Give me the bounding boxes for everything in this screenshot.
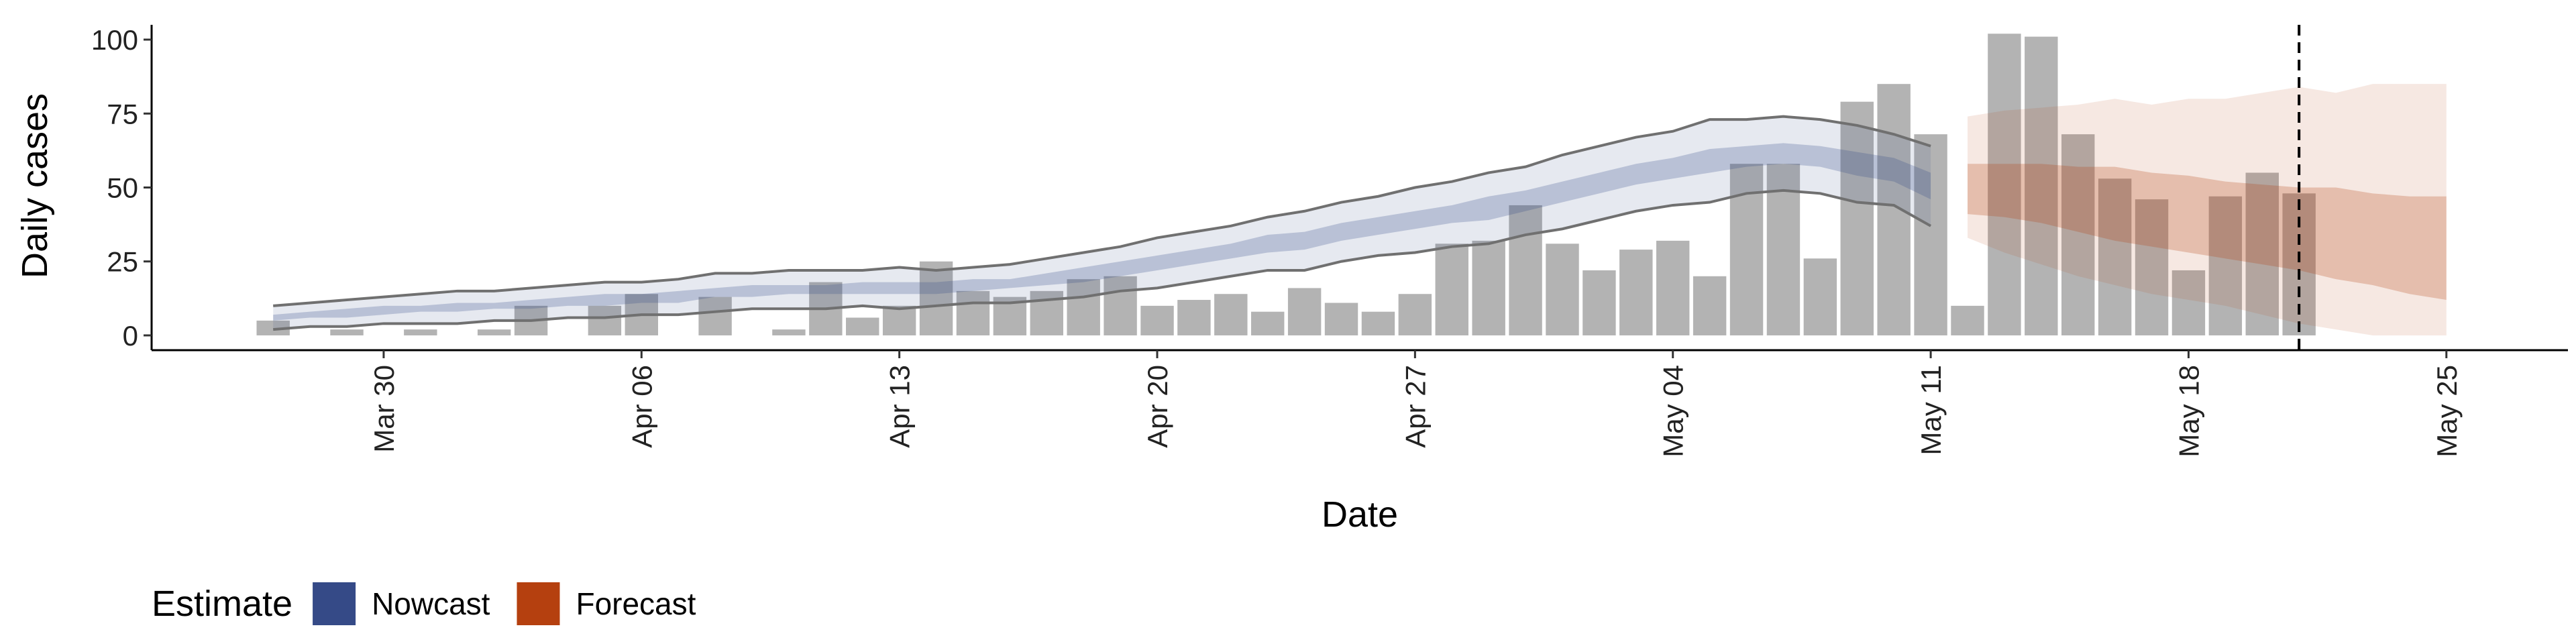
bar	[2025, 36, 2058, 335]
x-tick-label: Apr 20	[1142, 365, 1173, 448]
bar	[1988, 34, 2021, 335]
bar	[1951, 305, 1984, 335]
bar	[1472, 240, 1505, 335]
x-tick-label: May 04	[1658, 365, 1689, 458]
bar	[404, 329, 437, 335]
bar	[1324, 303, 1358, 335]
legend-key	[517, 582, 560, 625]
bar	[1287, 288, 1322, 335]
legend-label: Nowcast	[372, 586, 490, 621]
bar	[1251, 311, 1285, 335]
bar	[2135, 199, 2169, 335]
legend-label: Forecast	[576, 586, 696, 621]
bar	[1840, 101, 1874, 335]
x-tick-label: May 18	[2173, 365, 2204, 458]
x-axis-title: Date	[1322, 494, 1398, 535]
bar	[1104, 276, 1137, 335]
bar	[698, 297, 732, 335]
x-tick-label: Apr 13	[884, 365, 916, 448]
bar	[2061, 134, 2095, 335]
y-tick-label: 25	[107, 246, 138, 278]
bar	[477, 329, 511, 335]
y-axis-title: Daily cases	[15, 93, 55, 278]
bar	[772, 329, 806, 335]
x-tick-label: Mar 30	[368, 365, 400, 453]
band-50	[273, 143, 1931, 321]
bar	[1546, 244, 1579, 335]
bar	[588, 305, 622, 335]
y-tick-label: 100	[91, 24, 138, 56]
x-tick-label: Apr 06	[626, 365, 657, 448]
bar	[1582, 270, 1616, 335]
x-tick-label: Apr 27	[1399, 365, 1431, 448]
bar	[1067, 279, 1100, 335]
bar	[1877, 84, 1911, 335]
y-tick-label: 50	[107, 172, 138, 204]
bar	[2098, 178, 2132, 335]
bar	[1140, 305, 1174, 335]
bar	[1361, 311, 1395, 335]
bar	[1803, 258, 1837, 335]
bar	[1914, 134, 1947, 335]
bar	[846, 317, 879, 335]
bar	[882, 305, 916, 335]
bar	[1693, 276, 1727, 335]
bar	[1509, 205, 1542, 335]
bar	[919, 261, 953, 335]
legend-key	[313, 582, 356, 625]
bar	[1656, 240, 1690, 335]
bar	[1177, 300, 1211, 335]
bar	[1398, 294, 1432, 335]
bar	[2245, 172, 2279, 335]
band-90	[273, 116, 1931, 330]
y-tick-label: 0	[123, 320, 138, 352]
bar	[1619, 250, 1653, 335]
bar	[1435, 244, 1468, 335]
band-90	[1967, 84, 2447, 335]
interval-line	[273, 115, 1931, 307]
y-tick-label: 75	[107, 98, 138, 129]
band-50	[1967, 164, 2447, 301]
bar	[1214, 294, 1248, 335]
bar	[2208, 196, 2243, 335]
bar	[2171, 270, 2206, 335]
x-tick-label: May 25	[2431, 365, 2463, 458]
x-tick-label: May 11	[1915, 365, 1947, 455]
interval-line	[273, 189, 1932, 331]
bar	[956, 290, 990, 335]
bar	[330, 329, 364, 335]
bar	[256, 320, 290, 335]
legend-title: Estimate	[152, 584, 292, 624]
